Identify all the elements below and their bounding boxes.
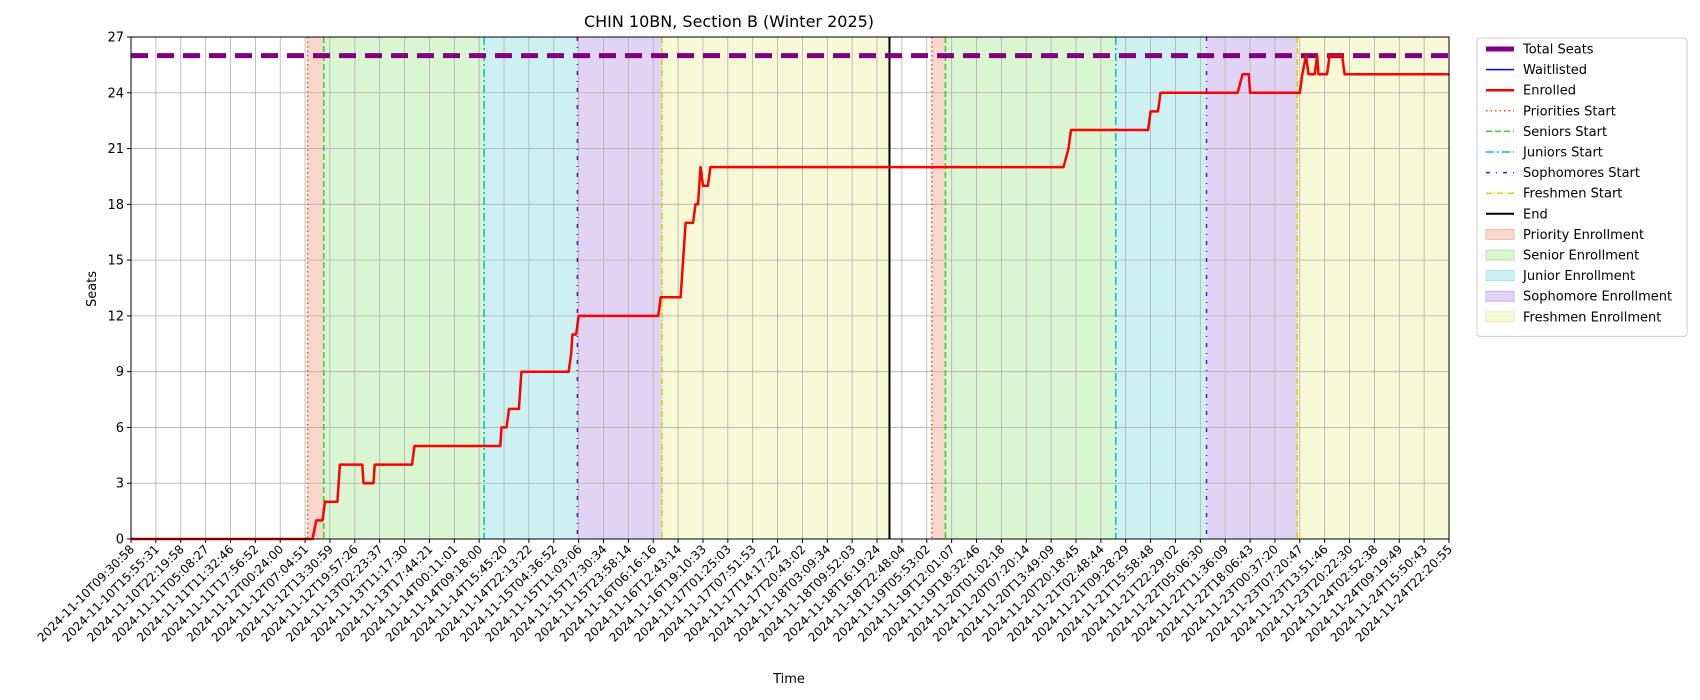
sophomore-band — [1206, 37, 1298, 539]
legend-label: Total Seats — [1522, 43, 1594, 58]
legend-swatch — [1485, 290, 1515, 302]
chart-legend: Total Seats Waitlisted Enrolled Priorities … — [1476, 37, 1688, 337]
legend-label: Senior Enrollment — [1523, 249, 1639, 264]
chart-title: CHIN 10BN, Section B (Winter 2025) — [584, 12, 874, 31]
legend-label: Enrolled — [1523, 84, 1576, 99]
legend-label: End — [1523, 207, 1548, 222]
legend-label: Priorities Start — [1523, 104, 1616, 119]
y-axis-label: Seats — [85, 271, 100, 307]
senior-band — [323, 37, 485, 539]
junior-band — [1115, 37, 1207, 539]
sophomore-band — [577, 37, 662, 539]
legend-box — [1476, 37, 1688, 337]
legend-label: Freshmen Start — [1523, 187, 1622, 202]
legend-label: Seniors Start — [1523, 125, 1607, 140]
freshmen-band — [1297, 37, 1449, 539]
priority-band — [931, 37, 946, 539]
chart-grid — [130, 36, 1450, 540]
y-tick-label: 3 — [116, 477, 124, 492]
legend-label: Waitlisted — [1523, 63, 1587, 78]
senior-band — [945, 37, 1116, 539]
legend-swatch — [1485, 270, 1515, 282]
x-axis-ticks: 2024-11-10T09:30:582024-11-10T15:55:3120… — [35, 539, 1455, 645]
y-tick-label: 6 — [116, 421, 124, 436]
freshmen-band — [661, 37, 890, 539]
legend-swatch — [1485, 249, 1515, 261]
enrollment-phase-bands — [307, 37, 1449, 539]
legend-label: Priority Enrollment — [1523, 228, 1644, 243]
phase-start-lines — [306, 37, 1299, 539]
legend-swatch — [1485, 311, 1515, 323]
legend-label: Sophomores Start — [1523, 166, 1640, 181]
y-tick-label: 24 — [107, 86, 124, 101]
y-tick-label: 0 — [116, 533, 124, 548]
x-axis-label: Time — [772, 672, 805, 687]
junior-band — [484, 37, 578, 539]
y-tick-label: 9 — [116, 365, 124, 380]
legend-label: Junior Enrollment — [1522, 269, 1635, 284]
y-tick-label: 27 — [107, 31, 124, 46]
y-tick-label: 21 — [107, 142, 124, 157]
y-tick-label: 15 — [107, 254, 124, 269]
plot-frame — [130, 36, 1450, 540]
legend-label: Sophomore Enrollment — [1523, 290, 1672, 305]
y-tick-label: 12 — [107, 309, 124, 324]
legend-label: Freshmen Enrollment — [1523, 310, 1661, 325]
y-axis-ticks: 0 3 6 9 12 15 18 21 24 27 — [107, 31, 131, 548]
chart-series — [131, 53, 1449, 541]
y-tick-label: 18 — [107, 198, 124, 213]
priority-band — [307, 37, 324, 539]
legend-label: Juniors Start — [1522, 146, 1603, 161]
legend-swatch — [1485, 228, 1515, 240]
enrolled-line — [131, 54, 1449, 541]
